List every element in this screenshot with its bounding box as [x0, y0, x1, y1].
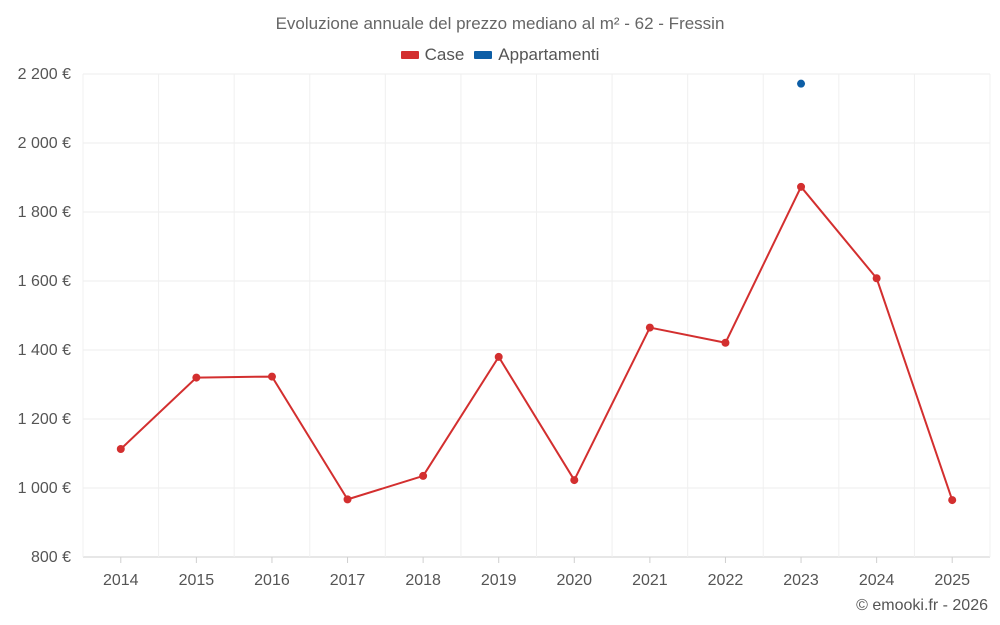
data-point-appartamenti [797, 79, 806, 88]
x-tick-label: 2025 [934, 572, 970, 589]
data-point-case [645, 323, 654, 332]
y-tick-label: 1 000 € [18, 480, 71, 497]
chart-legend: Case Appartamenti [0, 45, 1000, 65]
y-tick-label: 1 800 € [18, 204, 71, 221]
legend-label-appartamenti: Appartamenti [498, 45, 600, 64]
legend-swatch-appartamenti [474, 51, 493, 59]
data-point-case [192, 373, 201, 382]
data-point-case [721, 338, 730, 347]
copyright-credit: © emooki.fr - 2026 [856, 597, 988, 614]
x-tick-label: 2018 [405, 572, 441, 589]
legend-label-case: Case [424, 45, 465, 64]
x-tick-label: 2020 [556, 572, 592, 589]
series-line-case [120, 185, 954, 501]
y-tick-label: 1 600 € [18, 273, 71, 290]
data-point-case [116, 445, 125, 454]
x-tick-label: 2019 [481, 572, 517, 589]
x-tick-label: 2022 [708, 572, 744, 589]
data-point-case [570, 476, 579, 485]
legend-item-appartamenti[interactable]: Appartamenti [474, 45, 599, 65]
x-tick-label: 2014 [103, 572, 139, 589]
x-tick-label: 2015 [179, 572, 215, 589]
y-tick-label: 1 200 € [18, 411, 71, 428]
x-tick-label: 2016 [254, 572, 290, 589]
data-point-case [494, 352, 503, 361]
chart-title: Evoluzione annuale del prezzo mediano al… [275, 14, 725, 33]
y-tick-label: 2 000 € [18, 135, 71, 152]
data-point-case [872, 274, 881, 283]
x-tick-label: 2017 [330, 572, 366, 589]
data-point-case [948, 496, 957, 505]
data-point-case [343, 495, 352, 504]
x-tick-label: 2021 [632, 572, 668, 589]
y-tick-label: 1 400 € [18, 342, 71, 359]
data-point-case [267, 372, 276, 381]
y-tick-label: 2 200 € [18, 66, 71, 83]
legend-item-case[interactable]: Case [400, 45, 465, 65]
y-tick-label: 800 € [31, 549, 71, 566]
legend-swatch-case [400, 51, 419, 59]
x-tick-label: 2024 [859, 572, 895, 589]
data-point-case [419, 471, 428, 480]
data-point-case [797, 182, 806, 191]
x-tick-label: 2023 [783, 572, 819, 589]
